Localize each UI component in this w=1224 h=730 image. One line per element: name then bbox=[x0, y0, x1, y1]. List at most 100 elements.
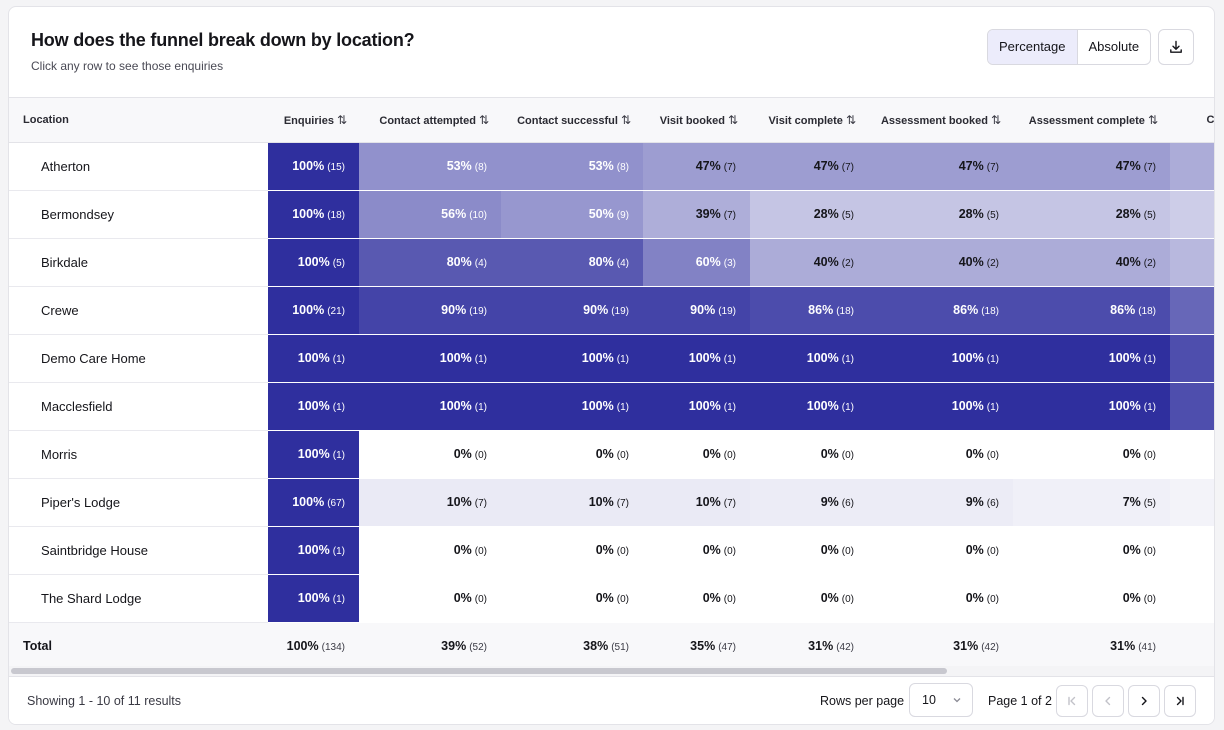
funnel-cell-clipped[interactable] bbox=[1170, 382, 1214, 431]
location-name[interactable]: Crewe bbox=[9, 286, 268, 335]
funnel-cell-clipped[interactable] bbox=[1170, 190, 1214, 239]
funnel-cell[interactable]: 0% (0) bbox=[643, 430, 750, 479]
funnel-cell[interactable]: 100% (1) bbox=[868, 334, 1013, 383]
table-row[interactable]: Atherton 100% (15) 53% (8) 53% (8) 47% (7) 47% (7)… bbox=[9, 142, 1214, 191]
funnel-cell[interactable]: 100% (1) bbox=[643, 334, 750, 383]
location-name[interactable]: The Shard Lodge bbox=[9, 574, 268, 623]
funnel-cell[interactable]: 100% (18) bbox=[268, 190, 359, 239]
location-name[interactable]: Macclesfield bbox=[9, 382, 268, 431]
column-header-contact-successful[interactable]: Contact successful ⇅ bbox=[501, 98, 643, 143]
funnel-cell-clipped[interactable] bbox=[1170, 478, 1214, 527]
funnel-cell[interactable]: 100% (1) bbox=[268, 526, 359, 575]
funnel-cell[interactable]: 0% (0) bbox=[750, 526, 868, 575]
funnel-cell[interactable]: 100% (1) bbox=[268, 334, 359, 383]
funnel-cell[interactable]: 86% (18) bbox=[750, 286, 868, 335]
funnel-cell[interactable]: 100% (1) bbox=[750, 382, 868, 431]
funnel-cell[interactable]: 0% (0) bbox=[1013, 430, 1170, 479]
funnel-cell[interactable]: 100% (1) bbox=[1013, 382, 1170, 431]
funnel-cell[interactable]: 100% (21) bbox=[268, 286, 359, 335]
column-header-visit-booked[interactable]: Visit booked ⇅ bbox=[643, 98, 750, 143]
sort-icon[interactable]: ⇅ bbox=[845, 112, 856, 127]
rows-per-page-select[interactable]: 10 bbox=[909, 683, 973, 717]
funnel-cell[interactable]: 0% (0) bbox=[359, 430, 501, 479]
funnel-cell[interactable]: 100% (15) bbox=[268, 142, 359, 191]
sort-icon[interactable]: ⇅ bbox=[990, 112, 1001, 127]
funnel-cell[interactable]: 60% (3) bbox=[643, 238, 750, 287]
funnel-cell-clipped[interactable] bbox=[1170, 286, 1214, 335]
next-page-button[interactable] bbox=[1128, 685, 1160, 717]
funnel-cell[interactable]: 0% (0) bbox=[750, 574, 868, 623]
funnel-cell[interactable]: 90% (19) bbox=[643, 286, 750, 335]
funnel-cell[interactable]: 28% (5) bbox=[750, 190, 868, 239]
funnel-cell[interactable]: 47% (7) bbox=[750, 142, 868, 191]
funnel-cell-clipped[interactable] bbox=[1170, 526, 1214, 575]
location-name[interactable]: Atherton bbox=[9, 142, 268, 191]
previous-page-button[interactable] bbox=[1092, 685, 1124, 717]
funnel-cell[interactable]: 9% (6) bbox=[750, 478, 868, 527]
funnel-cell[interactable]: 53% (8) bbox=[359, 142, 501, 191]
funnel-cell[interactable]: 100% (1) bbox=[501, 382, 643, 431]
download-button[interactable] bbox=[1158, 29, 1194, 65]
funnel-cell[interactable]: 90% (19) bbox=[359, 286, 501, 335]
column-header-visit-complete[interactable]: Visit complete ⇅ bbox=[750, 98, 868, 143]
location-name[interactable]: Piper's Lodge bbox=[9, 478, 268, 527]
funnel-cell[interactable]: 100% (1) bbox=[359, 334, 501, 383]
funnel-cell-clipped[interactable] bbox=[1170, 334, 1214, 383]
funnel-cell-clipped[interactable] bbox=[1170, 574, 1214, 623]
funnel-cell[interactable]: 0% (0) bbox=[1013, 526, 1170, 575]
funnel-cell[interactable]: 10% (7) bbox=[643, 478, 750, 527]
funnel-cell[interactable]: 86% (18) bbox=[1013, 286, 1170, 335]
funnel-cell[interactable]: 0% (0) bbox=[868, 574, 1013, 623]
funnel-cell[interactable]: 100% (1) bbox=[501, 334, 643, 383]
funnel-cell[interactable]: 28% (5) bbox=[868, 190, 1013, 239]
funnel-cell[interactable]: 47% (7) bbox=[1013, 142, 1170, 191]
funnel-cell[interactable]: 100% (1) bbox=[268, 574, 359, 623]
funnel-cell[interactable]: 0% (0) bbox=[750, 430, 868, 479]
funnel-cell[interactable]: 80% (4) bbox=[501, 238, 643, 287]
funnel-cell[interactable]: 10% (7) bbox=[501, 478, 643, 527]
funnel-cell[interactable]: 53% (8) bbox=[501, 142, 643, 191]
funnel-cell[interactable]: 80% (4) bbox=[359, 238, 501, 287]
funnel-cell[interactable]: 9% (6) bbox=[868, 478, 1013, 527]
funnel-cell[interactable]: 100% (1) bbox=[268, 382, 359, 431]
funnel-cell[interactable]: 100% (1) bbox=[750, 334, 868, 383]
table-row[interactable]: Morris 100% (1) 0% (0) 0% (0) 0% (0) 0% (0) 0% (0) 0%… bbox=[9, 430, 1214, 479]
table-row[interactable]: Demo Care Home 100% (1) 100% (1) 100% (1) 100%(… bbox=[9, 334, 1214, 383]
table-row[interactable]: The Shard Lodge 100% (1) 0% (0) 0% (0) 0% (0) 0%(… bbox=[9, 574, 1214, 623]
funnel-cell[interactable]: 100% (5) bbox=[268, 238, 359, 287]
percentage-toggle-button[interactable]: Percentage bbox=[988, 30, 1077, 64]
funnel-cell-clipped[interactable] bbox=[1170, 142, 1214, 191]
funnel-cell[interactable]: 0% (0) bbox=[359, 574, 501, 623]
absolute-toggle-button[interactable]: Absolute bbox=[1076, 30, 1151, 64]
location-name[interactable]: Morris bbox=[9, 430, 268, 479]
table-row[interactable]: Crewe 100% (21) 90% (19) 90% (19) 90% (19) 86% (18… bbox=[9, 286, 1214, 335]
funnel-cell[interactable]: 0% (0) bbox=[868, 526, 1013, 575]
funnel-cell[interactable]: 7% (5) bbox=[1013, 478, 1170, 527]
funnel-cell[interactable]: 50% (9) bbox=[501, 190, 643, 239]
column-header-contra[interactable]: Contra bbox=[1170, 98, 1214, 143]
funnel-cell-clipped[interactable] bbox=[1170, 238, 1214, 287]
funnel-cell[interactable]: 40% (2) bbox=[1013, 238, 1170, 287]
column-header-assessment-complete[interactable]: Assessment complete ⇅ bbox=[1013, 98, 1170, 143]
funnel-cell[interactable]: 90% (19) bbox=[501, 286, 643, 335]
funnel-cell[interactable]: 28% (5) bbox=[1013, 190, 1170, 239]
sort-icon[interactable]: ⇅ bbox=[727, 112, 738, 127]
funnel-cell[interactable]: 0% (0) bbox=[643, 574, 750, 623]
sort-icon[interactable]: ⇅ bbox=[336, 112, 347, 127]
location-name[interactable]: Birkdale bbox=[9, 238, 268, 287]
funnel-cell[interactable]: 86% (18) bbox=[868, 286, 1013, 335]
funnel-cell[interactable]: 10% (7) bbox=[359, 478, 501, 527]
funnel-cell[interactable]: 100% (1) bbox=[268, 430, 359, 479]
funnel-cell[interactable]: 0% (0) bbox=[868, 430, 1013, 479]
funnel-cell[interactable]: 39% (7) bbox=[643, 190, 750, 239]
location-name[interactable]: Saintbridge House bbox=[9, 526, 268, 575]
funnel-cell[interactable]: 56% (10) bbox=[359, 190, 501, 239]
funnel-cell[interactable]: 0% (0) bbox=[643, 526, 750, 575]
funnel-cell[interactable]: 47% (7) bbox=[643, 142, 750, 191]
horizontal-scrollbar[interactable] bbox=[9, 666, 1214, 676]
funnel-cell[interactable]: 0% (0) bbox=[501, 526, 643, 575]
funnel-cell[interactable]: 40% (2) bbox=[750, 238, 868, 287]
location-name[interactable]: Bermondsey bbox=[9, 190, 268, 239]
table-row[interactable]: Birkdale 100% (5) 80% (4) 80% (4) 60% (3) 40% (2) 4… bbox=[9, 238, 1214, 287]
sort-icon[interactable]: ⇅ bbox=[620, 112, 631, 127]
